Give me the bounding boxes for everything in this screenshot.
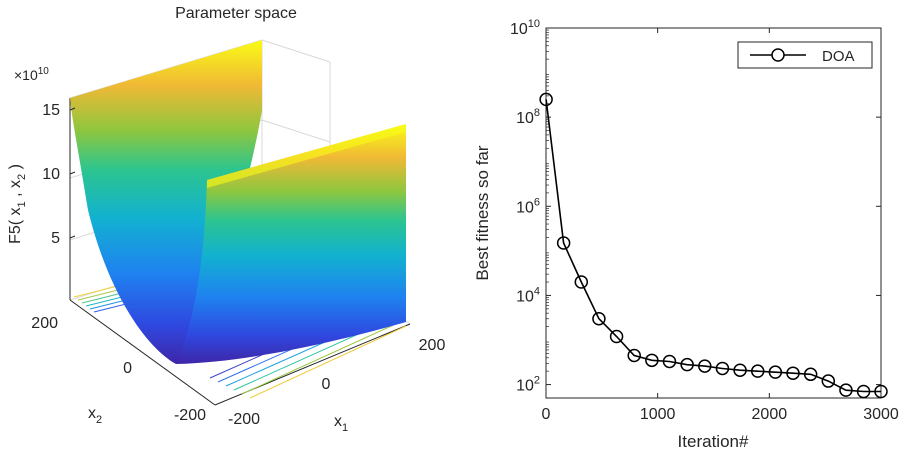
z-tick-label: 5: [51, 230, 60, 247]
z-label-mid: , x: [7, 180, 24, 201]
surface-plot: Parameter space ×1010 15 10 5 F5( x1 , x…: [7, 5, 445, 434]
data-point: [856, 384, 871, 399]
data-point: [750, 364, 765, 378]
legend-marker: [771, 48, 785, 62]
y-tick-label: 104: [516, 285, 540, 305]
z-tick-label: 15: [42, 102, 60, 119]
data-point: [803, 367, 818, 382]
x1-label-sub: 1: [342, 422, 348, 434]
data-point: [556, 236, 571, 250]
data-point: [768, 365, 783, 379]
y-tick-power: 2: [534, 375, 540, 387]
y-tick-base: 10: [516, 288, 534, 305]
y-tick-label: 1010: [510, 18, 540, 38]
x-tick-label: 2000: [752, 406, 788, 423]
data-point: [715, 361, 730, 376]
x-axis-label: Iteration#: [678, 432, 749, 451]
x2-label-base: x: [88, 405, 96, 422]
data-point: [786, 366, 800, 380]
x2-label-sub: 2: [96, 414, 102, 426]
y-tick-power: 4: [534, 285, 540, 297]
data-point: [645, 353, 659, 368]
z-label-a: F5( x: [7, 207, 24, 243]
data-point: [680, 357, 694, 372]
data-point: [609, 329, 624, 344]
y-tick-base: 10: [516, 110, 534, 127]
x1-tick-label: 200: [419, 337, 446, 354]
data-point: [574, 275, 589, 289]
x1-axis-label: x1: [334, 413, 348, 434]
y-tick-label: 108: [516, 107, 540, 127]
z-exponent-power: 10: [38, 66, 50, 77]
y-axis-label: Best fitness so far: [473, 145, 492, 280]
data-point: [539, 92, 553, 107]
x1-ticks: -200 0 200: [228, 337, 445, 428]
convergence-series: [539, 92, 888, 399]
z-label-sub1: 1: [16, 201, 28, 207]
legend: DOA: [737, 41, 873, 69]
z-exponent-base: ×10: [14, 67, 38, 83]
surface-right-top: [207, 124, 406, 188]
y-tick-base: 10: [510, 21, 528, 38]
x2-tick-label: 200: [31, 315, 58, 332]
y-tick-power: 10: [528, 18, 540, 30]
data-point: [627, 348, 641, 363]
x-tick-label: 1000: [640, 406, 676, 423]
data-point: [839, 383, 853, 397]
y-tick-power: 6: [534, 196, 540, 208]
y-tick-power: 8: [534, 107, 540, 119]
y-tick-base: 10: [516, 378, 534, 395]
x1-label-base: x: [334, 413, 342, 430]
x1-tick-label: -200: [228, 411, 260, 428]
x1-tick-label: 0: [322, 376, 331, 393]
data-point: [733, 363, 747, 377]
z-label-sub2: 2: [16, 174, 28, 180]
data-point: [698, 359, 712, 373]
x2-axis-label: x2: [88, 405, 102, 426]
legend-label: DOA: [822, 48, 855, 65]
z-exponent: ×1010: [14, 66, 49, 83]
y-tick-label: 106: [516, 196, 540, 216]
x2-tick-label: 0: [123, 360, 132, 377]
surface-title: Parameter space: [175, 5, 297, 22]
series-line-doa: [545, 99, 881, 393]
x2-ticks: 200 0 -200: [31, 315, 206, 424]
x-tick-label: 3000: [863, 406, 899, 423]
z-axis-label: F5( x1 , x2 ): [7, 164, 28, 244]
data-point: [874, 384, 888, 399]
z-ticks: 15 10 5: [42, 102, 76, 247]
data-point: [592, 311, 606, 326]
x-tick-label: 0: [542, 406, 551, 423]
surface-right-wall: [176, 124, 406, 364]
plot-area: [545, 27, 882, 399]
z-label-end: ): [7, 164, 24, 174]
z-tick-label: 10: [42, 166, 60, 183]
y-tick-label: 102: [516, 375, 540, 395]
data-point: [821, 374, 836, 388]
x2-tick-label: -200: [174, 407, 206, 424]
y-tick-base: 10: [516, 199, 534, 216]
data-point: [662, 354, 677, 369]
